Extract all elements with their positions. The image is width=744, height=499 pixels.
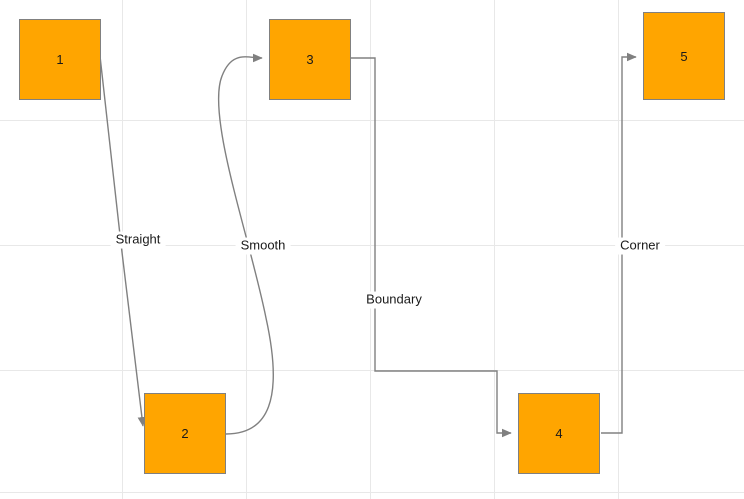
connector-label-straight[interactable]: Straight: [110, 231, 166, 249]
connector-boundary[interactable]: [351, 57, 512, 438]
shape-label: 1: [56, 52, 64, 67]
shape-label: 4: [555, 426, 563, 441]
connector-smooth[interactable]: [217, 53, 274, 435]
shape-node-2[interactable]: 2: [144, 393, 226, 474]
connector-label-boundary[interactable]: Boundary: [361, 291, 427, 309]
shape-label: 2: [181, 426, 189, 441]
shape-node-3[interactable]: 3: [269, 19, 351, 100]
shape-node-1[interactable]: 1: [19, 19, 101, 100]
shape-label: 3: [306, 52, 314, 67]
connector-label-smooth[interactable]: Smooth: [235, 237, 291, 255]
connector-label-corner[interactable]: Corner: [615, 237, 665, 255]
shape-label: 5: [680, 48, 688, 64]
shape-node-5[interactable]: 5: [643, 12, 725, 100]
shape-node-4[interactable]: 4: [518, 393, 600, 474]
